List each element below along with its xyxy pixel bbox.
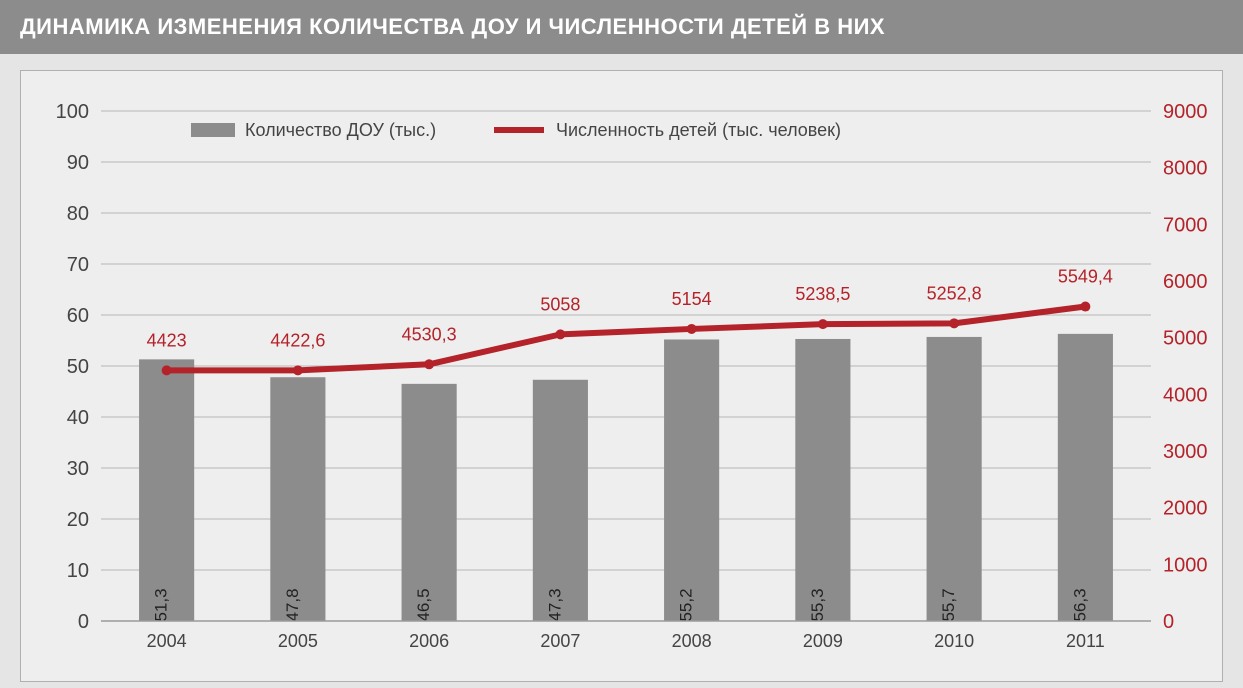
y-right-tick: 1000 <box>1163 554 1208 576</box>
line-marker <box>949 318 959 328</box>
y-left-tick: 30 <box>67 458 89 480</box>
line-marker <box>687 324 697 334</box>
bar-value-label: 51,3 <box>152 588 171 621</box>
y-right-tick: 2000 <box>1163 498 1208 520</box>
bar-value-label: 46,5 <box>414 588 433 621</box>
y-right-tick: 9000 <box>1163 101 1208 123</box>
chart-title: ДИНАМИКА ИЗМЕНЕНИЯ КОЛИЧЕСТВА ДОУ И ЧИСЛ… <box>0 0 1243 54</box>
line-value-label: 4422,6 <box>270 330 325 350</box>
line-marker <box>162 365 172 375</box>
bar-value-label: 47,3 <box>545 588 564 621</box>
bar <box>927 337 982 621</box>
x-category: 2007 <box>540 631 580 651</box>
line-value-label: 5058 <box>540 294 580 314</box>
x-category: 2009 <box>803 631 843 651</box>
y-right-tick: 8000 <box>1163 158 1208 180</box>
bar-value-label: 55,2 <box>677 588 696 621</box>
x-category: 2010 <box>934 631 974 651</box>
bar-value-label: 56,3 <box>1070 588 1089 621</box>
y-left-tick: 40 <box>67 407 89 429</box>
y-right-tick: 4000 <box>1163 384 1208 406</box>
x-category: 2011 <box>1066 631 1105 651</box>
bar <box>795 339 850 621</box>
x-category: 2006 <box>409 631 449 651</box>
x-category: 2004 <box>147 631 187 651</box>
legend-label-bars: Количество ДОУ (тыс.) <box>245 120 436 140</box>
bar <box>1058 334 1113 621</box>
y-right-tick: 5000 <box>1163 328 1208 350</box>
bar-value-label: 55,3 <box>808 588 827 621</box>
line-marker <box>1080 302 1090 312</box>
y-left-tick: 90 <box>67 152 89 174</box>
line-value-label: 4423 <box>147 330 187 350</box>
y-right-tick: 7000 <box>1163 214 1208 236</box>
bar <box>533 380 588 621</box>
x-category: 2005 <box>278 631 318 651</box>
y-left-tick: 80 <box>67 203 89 225</box>
y-right-tick: 6000 <box>1163 271 1208 293</box>
line-value-label: 5252,8 <box>927 283 982 303</box>
line-marker <box>424 359 434 369</box>
bar <box>664 339 719 621</box>
bar-value-label: 55,7 <box>939 588 958 621</box>
y-right-tick: 3000 <box>1163 441 1208 463</box>
line-value-label: 5154 <box>672 289 712 309</box>
legend-swatch-bar <box>191 123 235 137</box>
line-marker <box>555 329 565 339</box>
line-marker <box>293 365 303 375</box>
bar <box>402 384 457 621</box>
y-left-tick: 60 <box>67 305 89 327</box>
y-left-tick: 0 <box>78 611 89 633</box>
bar <box>139 359 194 621</box>
y-left-tick: 10 <box>67 560 89 582</box>
bar <box>270 377 325 621</box>
line-value-label: 4530,3 <box>402 324 457 344</box>
y-left-tick: 70 <box>67 254 89 276</box>
y-left-tick: 100 <box>56 101 89 123</box>
chart-container: 0102030405060708090100010002000300040005… <box>20 70 1223 682</box>
line-marker <box>818 319 828 329</box>
y-right-tick: 0 <box>1163 611 1174 633</box>
bar-value-label: 47,8 <box>283 588 302 621</box>
line-value-label: 5549,4 <box>1058 267 1113 287</box>
legend-label-line: Численность детей (тыс. человек) <box>556 120 841 140</box>
y-left-tick: 50 <box>67 356 89 378</box>
x-category: 2008 <box>672 631 712 651</box>
y-left-tick: 20 <box>67 509 89 531</box>
line-value-label: 5238,5 <box>795 284 850 304</box>
chart-svg: 0102030405060708090100010002000300040005… <box>21 71 1222 681</box>
